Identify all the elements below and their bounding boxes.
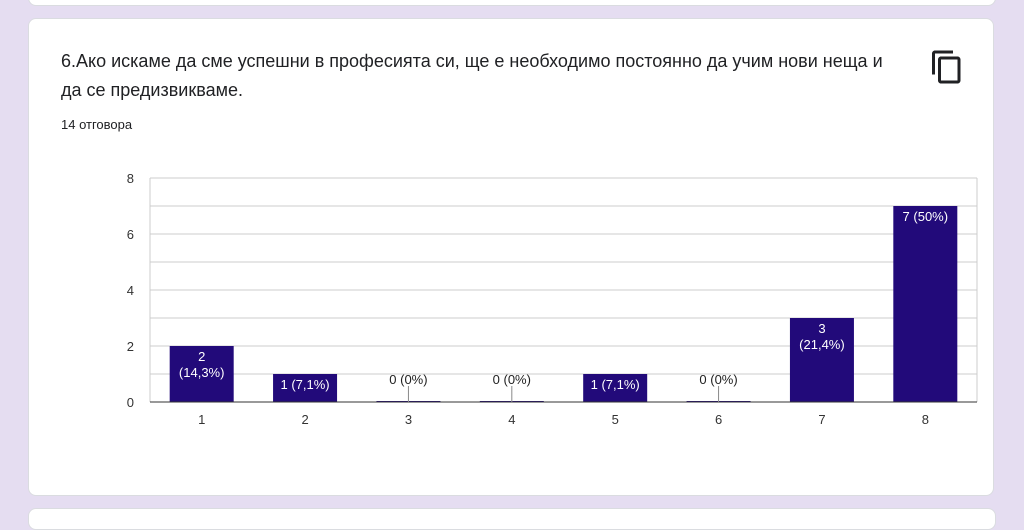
- response-count: 14 отговора: [61, 117, 133, 132]
- y-tick-label: 6: [127, 227, 134, 242]
- data-label: 1 (7,1%): [591, 377, 640, 392]
- x-tick-label: 1: [198, 412, 205, 427]
- data-label: (21,4%): [799, 337, 845, 352]
- bar: [893, 206, 958, 402]
- y-tick-label: 0: [127, 395, 134, 410]
- y-tick-label: 2: [127, 339, 134, 354]
- copy-icon: [932, 50, 961, 84]
- bar: [789, 318, 854, 402]
- bar: [273, 374, 338, 402]
- chart-axes: 0 2 4 6 8 1 2 3 4 5 6 7 8: [127, 171, 977, 427]
- data-label: 1 (7,1%): [280, 377, 329, 392]
- chart-bars: [169, 206, 958, 402]
- data-label: 2: [198, 349, 205, 364]
- question-card: 6.Ако искаме да сме успешни в професията…: [28, 18, 994, 496]
- bar: [169, 346, 234, 402]
- data-label: 0 (0%): [493, 372, 531, 387]
- x-tick-label: 7: [818, 412, 825, 427]
- bar: [583, 374, 648, 402]
- data-label: 3: [818, 321, 825, 336]
- data-label: 0 (0%): [699, 372, 737, 387]
- x-tick-label: 5: [612, 412, 619, 427]
- next-card: [28, 508, 996, 530]
- data-label: 0 (0%): [389, 372, 427, 387]
- data-label: 7 (50%): [903, 209, 949, 224]
- chart-labels: 2(14,3%) 1 (7,1%) 0 (0%) 0 (0%) 1 (7,1%) 0 (0…: [179, 209, 948, 402]
- data-label: (14,3%): [179, 365, 225, 380]
- copy-chart-button[interactable]: [929, 49, 965, 85]
- x-tick-label: 3: [405, 412, 412, 427]
- x-tick-label: 2: [301, 412, 308, 427]
- x-tick-label: 4: [508, 412, 515, 427]
- x-tick-label: 6: [715, 412, 722, 427]
- y-tick-label: 8: [127, 171, 134, 186]
- x-tick-label: 8: [922, 412, 929, 427]
- y-tick-label: 4: [127, 283, 134, 298]
- question-title: 6.Ако искаме да сме успешни в професията…: [61, 51, 883, 100]
